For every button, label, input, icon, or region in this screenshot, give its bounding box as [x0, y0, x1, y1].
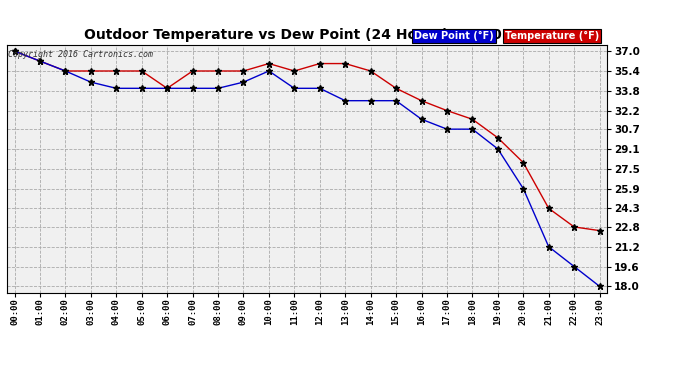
Title: Outdoor Temperature vs Dew Point (24 Hours) 20160109: Outdoor Temperature vs Dew Point (24 Hou…: [83, 28, 531, 42]
Text: Copyright 2016 Cartronics.com: Copyright 2016 Cartronics.com: [8, 50, 152, 59]
Text: Temperature (°F): Temperature (°F): [505, 31, 599, 41]
Text: Dew Point (°F): Dew Point (°F): [414, 31, 494, 41]
